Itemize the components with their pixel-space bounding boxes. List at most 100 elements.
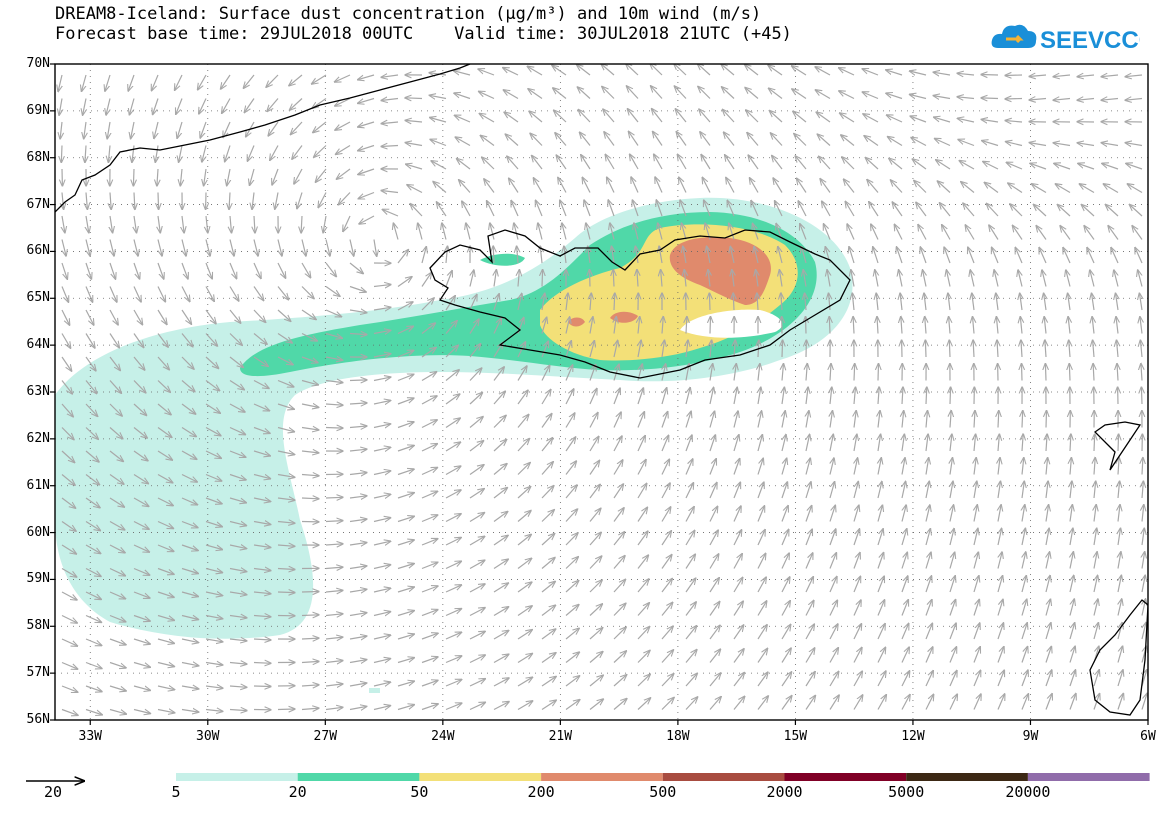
- wind-arrow: [482, 157, 495, 170]
- wind-arrow: [933, 72, 951, 75]
- wind-arrow: [229, 592, 247, 595]
- wind-arrow: [1010, 204, 1023, 217]
- wind-arrow: [910, 94, 927, 98]
- wind-arrow: [253, 639, 271, 640]
- wind-arrow: [679, 177, 687, 193]
- wind-arrow: [910, 116, 927, 123]
- wind-arrow: [373, 588, 391, 592]
- wind-arrow: [1046, 434, 1047, 452]
- wind-arrow: [204, 168, 206, 186]
- wind-arrow: [157, 591, 174, 597]
- wind-arrow: [349, 380, 367, 381]
- wind-arrow: [517, 390, 528, 405]
- wind-arrow: [349, 589, 367, 592]
- wind-arrow: [134, 239, 138, 257]
- wind-arrow: [229, 426, 246, 435]
- logo-text: SEEVCCC: [1040, 27, 1140, 54]
- wind-arrow: [613, 460, 623, 475]
- wind-arrow: [229, 616, 247, 618]
- wind-arrow: [229, 639, 247, 641]
- lon-label: 30W: [196, 729, 220, 744]
- wind-arrow: [421, 444, 437, 452]
- wind-arrow: [335, 97, 351, 107]
- wind-arrow: [973, 623, 980, 640]
- wind-arrow: [229, 569, 247, 572]
- wind-arrow: [702, 177, 711, 193]
- wind-arrow: [61, 544, 76, 554]
- wind-arrow: [709, 602, 720, 616]
- wind-arrow: [830, 411, 833, 428]
- wind-arrow: [301, 332, 317, 341]
- wind-arrow: [685, 626, 697, 640]
- wind-arrow: [733, 554, 742, 569]
- wind-arrow: [565, 533, 578, 546]
- wind-arrow: [493, 583, 508, 593]
- wind-arrow: [829, 648, 838, 663]
- wind-arrow: [326, 239, 330, 257]
- wind-arrow: [651, 86, 663, 99]
- wind-arrow: [589, 699, 603, 710]
- wind-arrow: [181, 403, 196, 414]
- wind-arrow: [685, 483, 694, 499]
- wind-arrow: [268, 121, 279, 136]
- wind-arrow: [733, 506, 741, 522]
- wind-arrow: [1021, 576, 1026, 593]
- wind-arrow: [982, 141, 999, 147]
- wind-arrow: [613, 270, 614, 287]
- wind-arrow: [637, 603, 649, 616]
- wind-arrow: [275, 192, 278, 210]
- lat-label: 63N: [26, 384, 50, 399]
- wind-arrow: [981, 119, 999, 122]
- wind-arrow: [109, 567, 125, 576]
- wind-arrow: [494, 270, 496, 287]
- wind-arrow: [109, 474, 124, 485]
- colorbar-label: 2000: [766, 783, 803, 801]
- wind-arrow: [613, 675, 627, 687]
- wind-arrow: [709, 411, 715, 428]
- wind-arrow: [1005, 99, 1023, 100]
- wind-arrow: [613, 508, 624, 522]
- wind-arrow: [507, 156, 519, 170]
- wind-arrow: [62, 239, 66, 257]
- wind-arrow: [349, 683, 367, 686]
- wind-arrow: [722, 87, 735, 99]
- wind-arrow: [578, 110, 591, 123]
- wind-arrow: [445, 271, 452, 287]
- lon-label: 21W: [548, 729, 573, 744]
- wind-arrow: [914, 181, 927, 193]
- wind-arrow: [253, 663, 271, 664]
- wind-arrow: [338, 192, 351, 205]
- wind-arrow: [605, 154, 615, 170]
- wind-arrow: [1018, 270, 1022, 287]
- wind-arrow: [724, 132, 735, 146]
- wind-arrow: [517, 630, 532, 640]
- wind-arrow: [301, 428, 319, 431]
- wind-arrow: [181, 639, 199, 643]
- wind-arrow: [302, 239, 306, 257]
- wind-arrow: [244, 98, 255, 113]
- wind-arrow: [565, 437, 576, 452]
- wind-arrow: [381, 191, 399, 193]
- wind-arrow: [421, 298, 434, 311]
- wind-arrow: [772, 156, 783, 170]
- wind-arrow: [565, 341, 571, 358]
- wind-arrow: [854, 364, 855, 381]
- wind-arrow: [853, 317, 854, 334]
- wind-arrow: [315, 168, 327, 182]
- wind-arrow: [1021, 670, 1028, 687]
- wind-arrow: [349, 636, 367, 639]
- wind-arrow: [133, 591, 150, 598]
- wind-arrow: [926, 505, 930, 522]
- wind-arrow: [565, 605, 579, 616]
- wind-arrow: [994, 270, 998, 287]
- wind-arrow: [58, 74, 62, 92]
- wind-arrow: [182, 215, 184, 233]
- wind-arrow: [745, 65, 759, 76]
- wind-arrow: [654, 154, 663, 170]
- wind-arrow: [1045, 646, 1051, 663]
- wind-arrow: [869, 202, 879, 217]
- wind-arrow: [1116, 293, 1119, 311]
- wind-arrow: [939, 203, 951, 217]
- cloud-icon: [991, 24, 1037, 48]
- wind-arrow: [243, 74, 255, 88]
